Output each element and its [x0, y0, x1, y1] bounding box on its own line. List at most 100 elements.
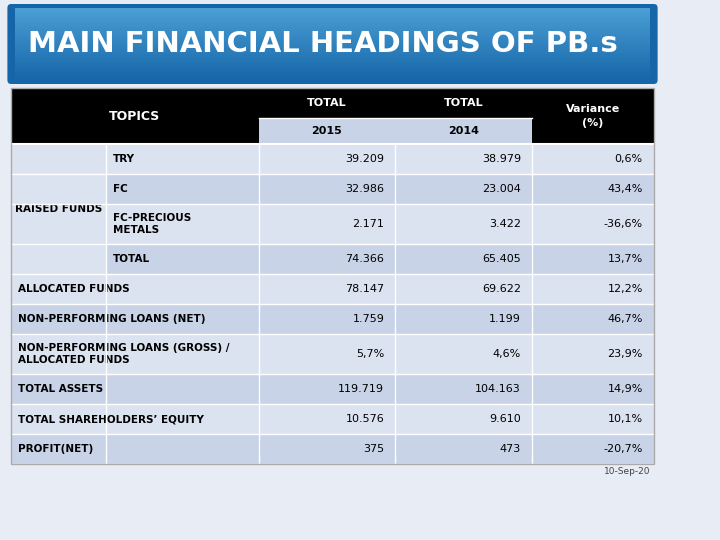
Text: 39.209: 39.209 [345, 154, 384, 164]
Bar [258, 174, 395, 204]
Text: TRY: TRY [113, 154, 135, 164]
Bar [395, 174, 532, 204]
Text: 43,4%: 43,4% [608, 184, 643, 194]
Bar [532, 374, 654, 404]
Text: Variance
(%): Variance (%) [566, 104, 620, 127]
Text: 38.979: 38.979 [482, 154, 521, 164]
Text: TOTAL ASSETS: TOTAL ASSETS [17, 384, 103, 394]
Text: RAISED FUNDS: RAISED FUNDS [15, 204, 102, 214]
Bar [15, 28, 650, 30]
Text: 23,9%: 23,9% [608, 349, 643, 359]
Bar [107, 244, 258, 274]
Bar [15, 47, 650, 49]
Text: TOTAL SHAREHOLDERS’ EQUITY: TOTAL SHAREHOLDERS’ EQUITY [17, 414, 204, 424]
FancyBboxPatch shape [7, 4, 657, 84]
Bar [15, 49, 650, 51]
Text: 65.405: 65.405 [482, 254, 521, 264]
Text: 104.163: 104.163 [475, 384, 521, 394]
Bar [15, 36, 650, 38]
Bar [532, 88, 654, 144]
Text: 1.759: 1.759 [352, 314, 384, 324]
Text: 78.147: 78.147 [345, 284, 384, 294]
Bar [258, 404, 395, 434]
Text: ALLOCATED FUNDS: ALLOCATED FUNDS [17, 284, 129, 294]
Bar [258, 334, 395, 374]
Bar [395, 118, 532, 144]
Bar [15, 38, 650, 40]
Bar [11, 374, 258, 404]
Bar [11, 88, 258, 144]
Bar [258, 244, 395, 274]
Bar [15, 74, 650, 76]
Bar [15, 52, 650, 55]
Bar [15, 11, 650, 14]
Bar [15, 24, 650, 26]
Bar [15, 58, 650, 60]
Bar [11, 434, 258, 464]
Bar [395, 88, 532, 118]
Bar [15, 72, 650, 75]
Text: 0,6%: 0,6% [615, 154, 643, 164]
Bar [532, 274, 654, 304]
Text: TOTAL: TOTAL [307, 98, 347, 108]
Bar [15, 69, 650, 71]
Text: FC: FC [113, 184, 127, 194]
Bar [15, 40, 650, 42]
Bar [258, 274, 395, 304]
Text: 14,9%: 14,9% [608, 384, 643, 394]
Bar [395, 274, 532, 304]
Bar [15, 45, 650, 48]
Bar [11, 144, 107, 274]
Bar [258, 144, 395, 174]
Text: 2.171: 2.171 [352, 219, 384, 229]
Text: 13,7%: 13,7% [608, 254, 643, 264]
Bar [15, 15, 650, 17]
Bar [258, 118, 395, 144]
Bar [15, 33, 650, 35]
Text: NON-PERFORMING LOANS (NET): NON-PERFORMING LOANS (NET) [17, 314, 205, 324]
Bar [15, 62, 650, 64]
Bar [15, 29, 650, 31]
Text: -20,7%: -20,7% [603, 444, 643, 454]
Bar [15, 63, 650, 65]
Text: TOTAL: TOTAL [444, 98, 483, 108]
Bar [15, 51, 650, 53]
Bar [395, 144, 532, 174]
Bar [15, 20, 650, 22]
Text: TOTAL: TOTAL [113, 254, 150, 264]
Bar [532, 304, 654, 334]
Bar [11, 274, 258, 304]
Bar [15, 55, 650, 57]
Bar [395, 244, 532, 274]
Bar [532, 174, 654, 204]
Text: 3.422: 3.422 [489, 219, 521, 229]
Bar [15, 25, 650, 28]
Bar [15, 22, 650, 24]
Text: 69.622: 69.622 [482, 284, 521, 294]
Text: 1.199: 1.199 [489, 314, 521, 324]
Bar [11, 304, 258, 334]
Bar [395, 334, 532, 374]
Bar [532, 404, 654, 434]
Bar [258, 204, 395, 244]
Bar [15, 42, 650, 44]
Bar [258, 88, 395, 118]
Bar [395, 204, 532, 244]
Bar [395, 404, 532, 434]
Bar [15, 13, 650, 15]
Bar [532, 434, 654, 464]
Bar [15, 71, 650, 73]
Bar [15, 76, 650, 78]
Bar [15, 17, 650, 19]
Bar [15, 67, 650, 69]
Bar [11, 334, 258, 374]
Text: 23.004: 23.004 [482, 184, 521, 194]
Bar [11, 88, 654, 464]
Text: MAIN FINANCIAL HEADINGS OF PB.s: MAIN FINANCIAL HEADINGS OF PB.s [27, 30, 618, 58]
Bar [532, 144, 654, 174]
Bar [15, 56, 650, 58]
Text: TOPICS: TOPICS [109, 110, 161, 123]
Text: 4,6%: 4,6% [492, 349, 521, 359]
Text: 46,7%: 46,7% [608, 314, 643, 324]
Text: 74.366: 74.366 [346, 254, 384, 264]
